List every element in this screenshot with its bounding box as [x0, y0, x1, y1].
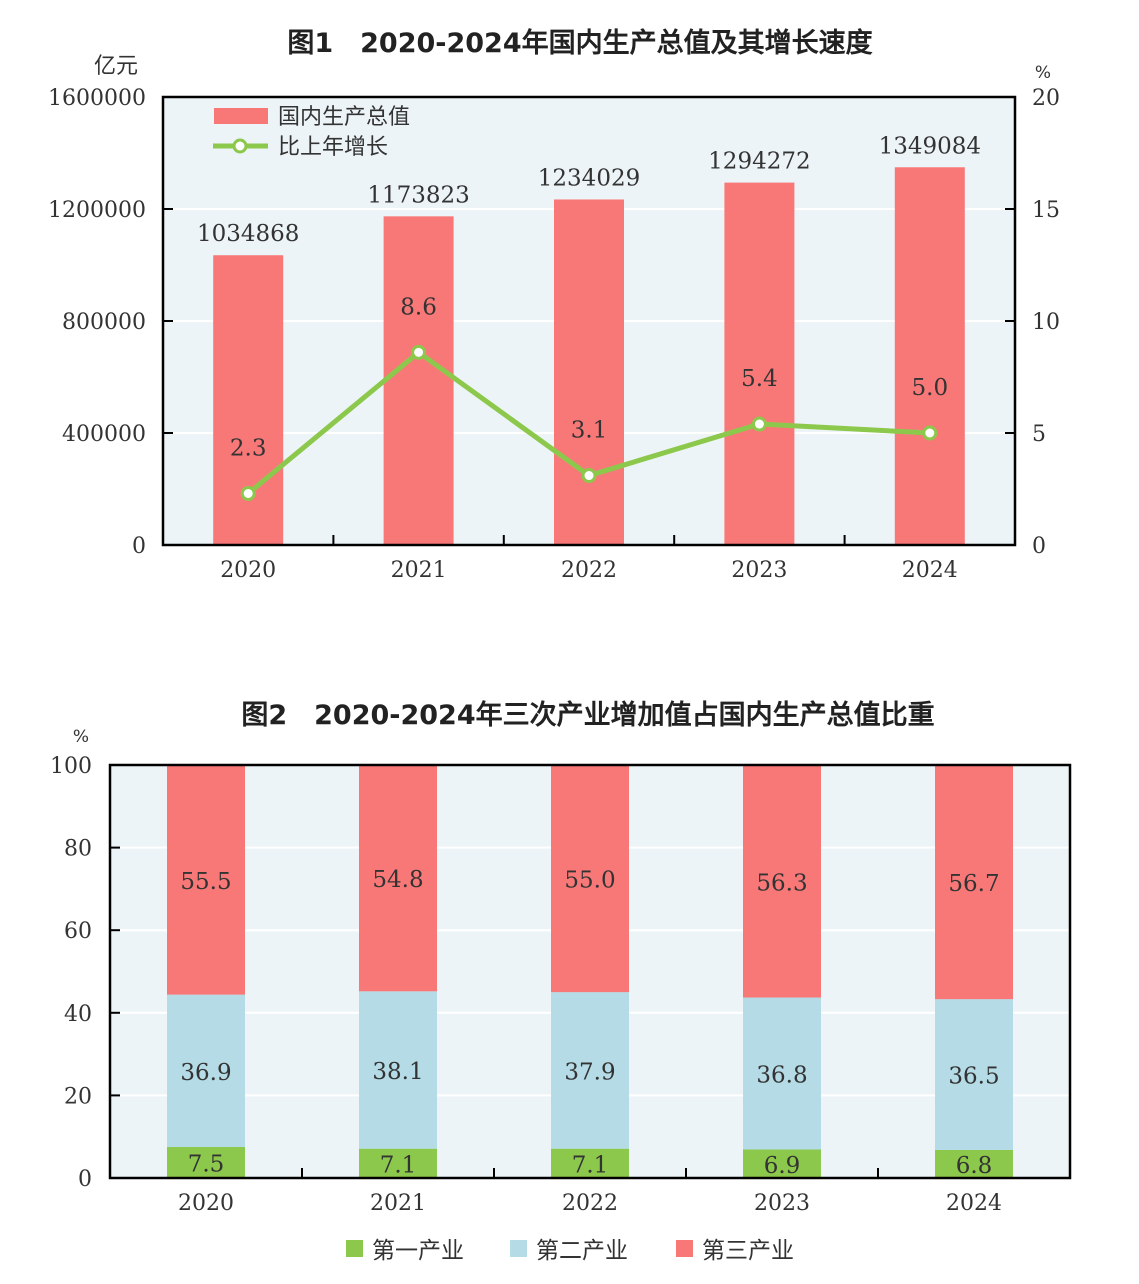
- chart2-bar-segment: [935, 999, 1013, 1150]
- chart2-segment-label: 56.3: [756, 870, 807, 896]
- chart2-segment-label: 36.8: [756, 1063, 807, 1089]
- chart1-growth-point: [411, 344, 427, 360]
- chart2-segment-label: 7.5: [188, 1152, 225, 1178]
- chart2-bar-segment: [359, 765, 437, 992]
- chart2-bar-segment: [167, 1147, 245, 1178]
- chart1-bar-label: 1034868: [197, 221, 299, 247]
- chart1-x-tick-label: 2021: [391, 558, 447, 583]
- chart1-growth-point: [922, 425, 938, 441]
- chart2-segment-label: 55.5: [180, 869, 231, 895]
- chart1-bar: [894, 167, 965, 546]
- chart1-left-tick-label: 0: [132, 534, 146, 559]
- chart2-legend-swatch: [510, 1240, 527, 1257]
- chart1-growth-point: [240, 485, 256, 501]
- chart1-left-tick-label: 1200000: [48, 198, 146, 223]
- chart1-right-axis-unit: %: [1035, 63, 1051, 83]
- chart2-y-tick-label: 40: [64, 1002, 92, 1027]
- chart2-x-tick-label: 2024: [946, 1191, 1002, 1216]
- chart2-y-tick-label: 80: [64, 837, 92, 862]
- chart1-bar: [383, 216, 454, 545]
- legend-label-growth: 比上年增长: [278, 135, 388, 160]
- chart2-segment-label: 36.5: [948, 1064, 999, 1090]
- chart2-legend-swatch: [346, 1240, 363, 1257]
- chart2-bar-segment: [167, 765, 245, 995]
- chart1-bar: [213, 255, 284, 546]
- chart1-frame: [161, 95, 1017, 547]
- chart2-bar-segment: [551, 1148, 629, 1178]
- chart2-bar-segment: [935, 765, 1013, 1000]
- chart1-bar: [554, 199, 624, 546]
- chart1-bar-label: 1349084: [879, 133, 981, 159]
- chart2-bar-segment: [551, 765, 629, 993]
- chart1-x-tick-label: 2022: [561, 558, 617, 583]
- chart2-y-axis-unit: %: [73, 727, 89, 747]
- chart1-x-tick-label: 2024: [902, 558, 958, 583]
- chart2-y-tick-label: 60: [64, 919, 92, 944]
- chart2-segment-label: 56.7: [948, 871, 999, 897]
- chart1-bar: [724, 182, 795, 546]
- chart2-segment-label: 6.9: [764, 1153, 801, 1179]
- chart2-legend-swatch: [676, 1240, 693, 1257]
- chart1-growth-point: [581, 468, 597, 484]
- chart1-bar-label: 1234029: [538, 165, 640, 191]
- chart1-left-axis-unit: 亿元: [94, 54, 138, 79]
- legend-swatch-gdp: [214, 108, 268, 124]
- chart2-segment-label: 37.9: [564, 1059, 615, 1085]
- chart1-left-tick-label: 800000: [62, 310, 146, 335]
- chart1-right-tick-label: 0: [1032, 534, 1046, 559]
- chart2-segment-label: 7.1: [380, 1152, 417, 1178]
- chart2-segment-label: 36.9: [180, 1060, 231, 1086]
- chart2-legend-label: 第三产业: [702, 1238, 794, 1264]
- chart1-bar-label: 1294272: [708, 149, 810, 175]
- chart1-right-tick-label: 15: [1032, 198, 1060, 223]
- chart2-bar-segment: [743, 997, 821, 1150]
- chart2-bar-segment: [551, 992, 629, 1149]
- chart1-growth-label: 3.1: [571, 418, 608, 444]
- chart2-y-tick-label: 100: [50, 754, 92, 779]
- chart1-growth-point: [751, 416, 767, 432]
- chart2-segment-label: 38.1: [372, 1059, 423, 1085]
- legend-label-gdp: 国内生产总值: [278, 105, 410, 130]
- chart2-bar-segment: [935, 1149, 1013, 1178]
- chart2-bar-segment: [743, 1149, 821, 1178]
- chart1-growth-label: 2.3: [230, 435, 267, 461]
- chart2-y-tick-label: 20: [64, 1084, 92, 1109]
- chart2-segment-label: 7.1: [572, 1152, 609, 1178]
- chart2-frame: [108, 763, 1072, 1180]
- chart2-legend-label: 第一产业: [372, 1238, 464, 1264]
- chart1-left-tick-label: 400000: [62, 422, 146, 447]
- chart1-right-tick-label: 5: [1032, 422, 1046, 447]
- chart2-segment-label: 55.0: [564, 868, 615, 894]
- chart2-title: 图2 2020-2024年三次产业增加值占国内生产总值比重: [241, 699, 934, 731]
- chart1-bar-label: 1173823: [367, 182, 469, 208]
- chart1-right-tick-label: 10: [1032, 310, 1060, 335]
- chart2-x-tick-label: 2022: [562, 1191, 618, 1216]
- chart2-bar-segment: [743, 765, 821, 998]
- chart2-bar-segment: [359, 1148, 437, 1178]
- chart2-y-tick-label: 0: [78, 1167, 92, 1192]
- chart1-growth-label: 5.4: [741, 366, 778, 392]
- chart1-x-tick-label: 2020: [220, 558, 276, 583]
- chart1-growth-label: 5.0: [912, 375, 949, 401]
- chart2-segment-label: 6.8: [956, 1153, 993, 1179]
- chart2-bar-segment: [359, 991, 437, 1149]
- chart2-bar-segment: [167, 994, 245, 1148]
- chart2-x-tick-label: 2021: [370, 1191, 426, 1216]
- legend-swatch-growth-marker: [232, 138, 248, 154]
- chart1-right-tick-label: 20: [1032, 86, 1060, 111]
- chart1-growth-label: 8.6: [400, 294, 437, 320]
- chart1-left-tick-label: 1600000: [48, 86, 146, 111]
- chart2-x-tick-label: 2020: [178, 1191, 234, 1216]
- chart1-x-tick-label: 2023: [731, 558, 787, 583]
- chart2-legend-label: 第二产业: [536, 1238, 628, 1264]
- chart2-segment-label: 54.8: [372, 867, 423, 893]
- chart1-title: 图1 2020-2024年国内生产总值及其增长速度: [287, 27, 872, 59]
- chart2-x-tick-label: 2023: [754, 1191, 810, 1216]
